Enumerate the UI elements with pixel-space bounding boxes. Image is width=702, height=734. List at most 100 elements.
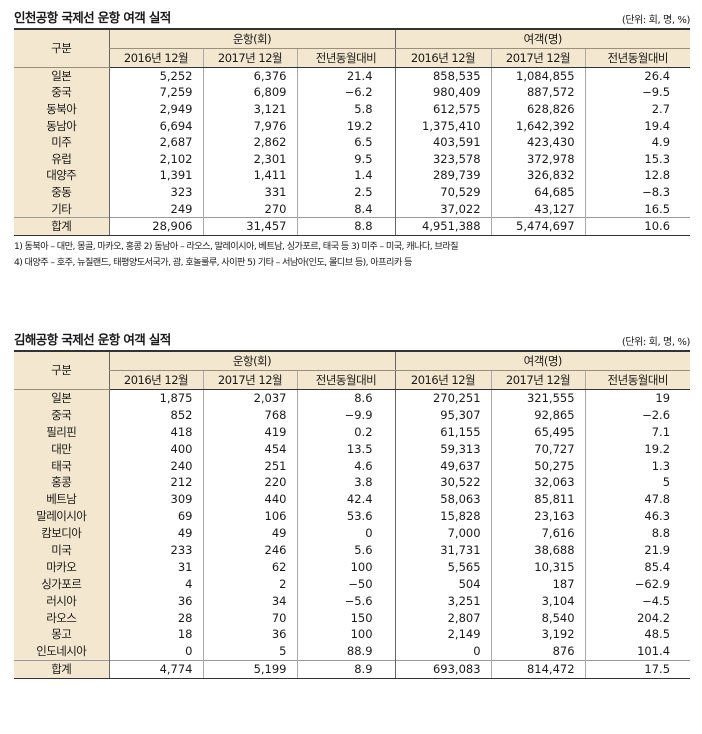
table-cell: 7,259: [108, 84, 203, 102]
table-cell: 204.2: [584, 609, 691, 627]
table-cell: 1,411: [202, 167, 297, 185]
table-cell: 693,083: [394, 660, 492, 680]
table-cell: 95,307: [394, 406, 492, 424]
table-row: 합계 28,906 31,457 8.8 4,951,388 5,474,697 10.6: [14, 217, 691, 236]
table-cell: 628,826: [490, 101, 586, 118]
table-cell: 2.5: [296, 184, 396, 201]
table-cell: 768: [202, 406, 297, 424]
table-cell: 2,102: [108, 150, 203, 168]
table-row: 미국 233 246 5.6 31,731 38,688 21.9: [14, 542, 691, 559]
table-cell: 69: [108, 508, 203, 526]
table-cell: 49: [108, 525, 203, 543]
table-cell: 852: [108, 406, 203, 424]
sub-header: 전년동월대비: [584, 48, 691, 68]
table-cell: −6.2: [296, 84, 396, 102]
table-cell: 7.1: [584, 423, 691, 441]
table-cell: 106: [202, 508, 297, 526]
table-cell: 36: [108, 592, 203, 610]
table-cell: 270: [202, 200, 297, 218]
table-cell: 0: [108, 643, 203, 661]
table-row: 기타 249 270 8.4 37,022 43,127 16.5: [14, 200, 691, 218]
table-cell: 4.9: [584, 134, 691, 151]
sub-header: 전년동월대비: [584, 370, 691, 390]
table-cell: 323: [108, 184, 203, 201]
table-cell: 12.8: [584, 167, 691, 185]
table-cell: 19.4: [584, 117, 691, 135]
table-cell: 70,727: [490, 440, 586, 458]
table-cell: 233: [108, 542, 203, 559]
table-cell: 15.3: [584, 150, 691, 168]
row-label: 말레이시아: [14, 508, 109, 526]
table-row: 싱가포르 4 2 −50 504 187 −62.9: [14, 575, 691, 593]
table-cell: 17.5: [584, 660, 691, 680]
table-cell: 2: [202, 575, 297, 593]
table-cell: 2,687: [108, 134, 203, 151]
table-cell: 3,251: [394, 592, 492, 610]
table-cell: 321,555: [490, 389, 586, 407]
row-label: 대만: [14, 440, 109, 458]
row-label: 합계: [14, 660, 109, 680]
row-label: 마카오: [14, 558, 109, 576]
table-cell: 419: [202, 423, 297, 441]
table-cell: 6,694: [108, 117, 203, 135]
table-row: 필리핀 418 419 0.2 61,155 65,495 7.1: [14, 423, 691, 441]
table-cell: 48.5: [584, 626, 691, 644]
table-row: 대양주 1,391 1,411 1.4 289,739 326,832 12.8: [14, 167, 691, 185]
table-row: 인도네시아 0 5 88.9 0 876 101.4: [14, 643, 691, 661]
table-cell: 323,578: [394, 150, 492, 168]
table-cell: 403,591: [394, 134, 492, 151]
table-cell: 1.3: [584, 457, 691, 475]
table-cell: 212: [108, 474, 203, 492]
table-cell: 1,642,392: [490, 117, 586, 135]
sub-header: 전년동월대비: [296, 370, 396, 390]
table-row: 홍콩 212 220 3.8 30,522 32,063 5: [14, 474, 691, 492]
row-label: 태국: [14, 457, 109, 475]
table-cell: 270,251: [394, 389, 492, 407]
table-cell: 876: [490, 643, 586, 661]
table-cell: 49: [202, 525, 297, 543]
table-cell: 42.4: [296, 491, 396, 509]
table-cell: 187: [490, 575, 586, 593]
table-cell: −9.9: [296, 406, 396, 424]
table-cell: 43,127: [490, 200, 586, 218]
table-cell: 331: [202, 184, 297, 201]
row-label: 유럽: [14, 150, 109, 168]
table-cell: 49,637: [394, 457, 492, 475]
row-label: 중국: [14, 406, 109, 424]
table-cell: 31,457: [202, 217, 297, 236]
sub-header: 2017년 12월: [490, 370, 586, 390]
table-cell: 1,391: [108, 167, 203, 185]
table-cell: 240: [108, 457, 203, 475]
table-cell: 2,149: [394, 626, 492, 644]
table-cell: 3,104: [490, 592, 586, 610]
table-cell: 101.4: [584, 643, 691, 661]
table-cell: 8.9: [296, 660, 396, 680]
row-label: 러시아: [14, 592, 109, 610]
table-cell: 3,121: [202, 101, 297, 118]
table-cell: 30,522: [394, 474, 492, 492]
table-cell: 309: [108, 491, 203, 509]
header-flights: 운항(회): [108, 350, 396, 371]
row-label: 미국: [14, 542, 109, 559]
table-cell: 0: [394, 643, 492, 661]
table-cell: 64,685: [490, 184, 586, 201]
table-cell: −8.3: [584, 184, 691, 201]
table-cell: 4,951,388: [394, 217, 492, 236]
gimhae-stats-table: 구분 운항(회) 여객(명) 2016년 12월 2017년 12월 전년동월대비 2…: [14, 350, 691, 680]
incheon-footnotes: 1) 동북아 – 대만, 몽골, 마카오, 홍콩 2) 동남아 – 라오스, 말…: [14, 239, 690, 271]
table-cell: 70,529: [394, 184, 492, 201]
table-row: 대만 400 454 13.5 59,313 70,727 19.2: [14, 440, 691, 458]
table-cell: 47.8: [584, 491, 691, 509]
table-cell: 5,474,697: [490, 217, 586, 236]
incheon-table-title: 인천공항 국제선 운항 여객 실적: [14, 10, 171, 25]
table-cell: 26.4: [584, 67, 691, 85]
table-row: 중국 7,259 6,809 −6.2 980,409 887,572 −9.5: [14, 84, 691, 102]
table-cell: 2,807: [394, 609, 492, 627]
table-cell: 2,862: [202, 134, 297, 151]
table-row: 동북아 2,949 3,121 5.8 612,575 628,826 2.7: [14, 101, 691, 118]
header-passengers: 여객(명): [394, 28, 691, 49]
table-cell: 2,949: [108, 101, 203, 118]
table-cell: 4: [108, 575, 203, 593]
table-row: 마카오 31 62 100 5,565 10,315 85.4: [14, 558, 691, 576]
table-cell: 21.9: [584, 542, 691, 559]
